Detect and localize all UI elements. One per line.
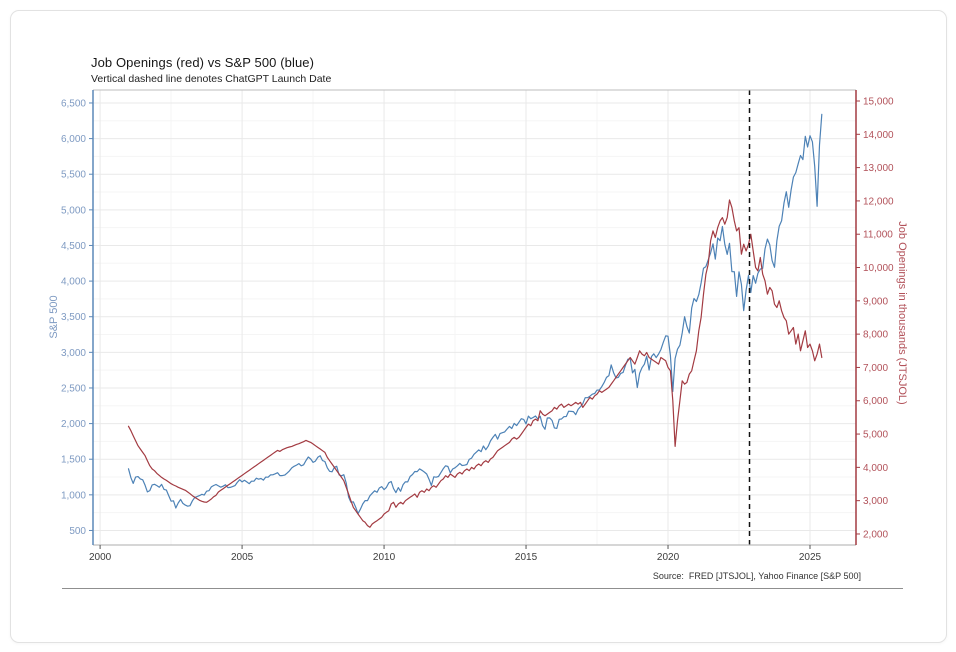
- chart-subtitle: Vertical dashed line denotes ChatGPT Lau…: [91, 73, 332, 85]
- left-axis-tick-label: 500: [69, 526, 86, 537]
- right-axis-title: Job Openings in thousands (JTSJOL): [896, 221, 908, 404]
- x-axis-tick-label: 2025: [799, 552, 822, 563]
- right-axis-tick-label: 4,000: [863, 463, 888, 474]
- left-axis-tick-label: 5,000: [61, 205, 86, 216]
- x-axis-ticks: 2000 2005 2010 2015 2020 2025: [89, 545, 822, 563]
- left-axis-tick-label: 2,500: [61, 383, 86, 394]
- plot-frame: [92, 89, 857, 546]
- x-axis-tick-label: 2000: [89, 552, 112, 563]
- left-axis-tick-label: 2,000: [61, 419, 86, 430]
- right-axis-tick-label: 9,000: [863, 296, 888, 307]
- chart-card: [10, 10, 947, 643]
- gridlines-minor: [93, 90, 856, 545]
- x-axis-tick-label: 2005: [231, 552, 254, 563]
- right-axis-tick-label: 11,000: [863, 230, 893, 241]
- x-axis-tick-label: 2010: [373, 552, 396, 563]
- left-axis-tick-label: 6,500: [61, 98, 86, 109]
- left-axis-title: S&P 500: [48, 295, 60, 338]
- left-axis-tick-label: 1,000: [61, 490, 86, 501]
- footer-divider: [62, 588, 903, 589]
- right-axis-tick-label: 3,000: [863, 496, 888, 507]
- right-axis-tick-label: 7,000: [863, 363, 888, 374]
- left-axis-tick-label: 1,500: [61, 455, 86, 466]
- right-axis-tick-label: 8,000: [863, 330, 888, 341]
- left-axis-tick-label: 6,000: [61, 134, 86, 145]
- chart-title: Job Openings (red) vs S&P 500 (blue): [91, 55, 315, 70]
- right-axis-tick-label: 5,000: [863, 430, 888, 441]
- right-axis-tick-label: 13,000: [863, 163, 894, 174]
- left-axis-tick-label: 4,500: [61, 241, 86, 252]
- left-axis-tick-label: 3,500: [61, 312, 86, 323]
- left-axis-tick-label: 3,000: [61, 348, 86, 359]
- sp500-line-series: [127, 113, 823, 515]
- left-axis-tick-label: 4,000: [61, 277, 86, 288]
- left-axis-ticks: 500 1,000 1,500 2,000 2,500 3,000 3,500 4,000 4,…: [61, 98, 93, 537]
- right-axis-ticks: 2,000 3,000 4,000 5,000 6,000 7,000 8,000 9,000…: [856, 96, 894, 540]
- right-axis-tick-label: 14,000: [863, 130, 894, 141]
- gridlines-major: [93, 90, 856, 545]
- source-caption: Source: FRED [JTSJOL], Yahoo Finance [S&…: [652, 571, 861, 581]
- left-axis-tick-label: 5,500: [61, 170, 86, 181]
- chart-generated-layers: 500 1,000 1,500 2,000 2,500 3,000 3,500 4,000 4,…: [61, 89, 894, 563]
- job-openings-line-series: [127, 199, 823, 528]
- right-axis-tick-label: 15,000: [863, 96, 894, 107]
- right-axis-tick-label: 6,000: [863, 396, 888, 407]
- right-axis-tick-label: 2,000: [863, 529, 888, 540]
- x-axis-tick-label: 2020: [657, 552, 680, 563]
- right-axis-tick-label: 10,000: [863, 263, 894, 274]
- right-axis-tick-label: 12,000: [863, 196, 894, 207]
- x-axis-tick-label: 2015: [515, 552, 538, 563]
